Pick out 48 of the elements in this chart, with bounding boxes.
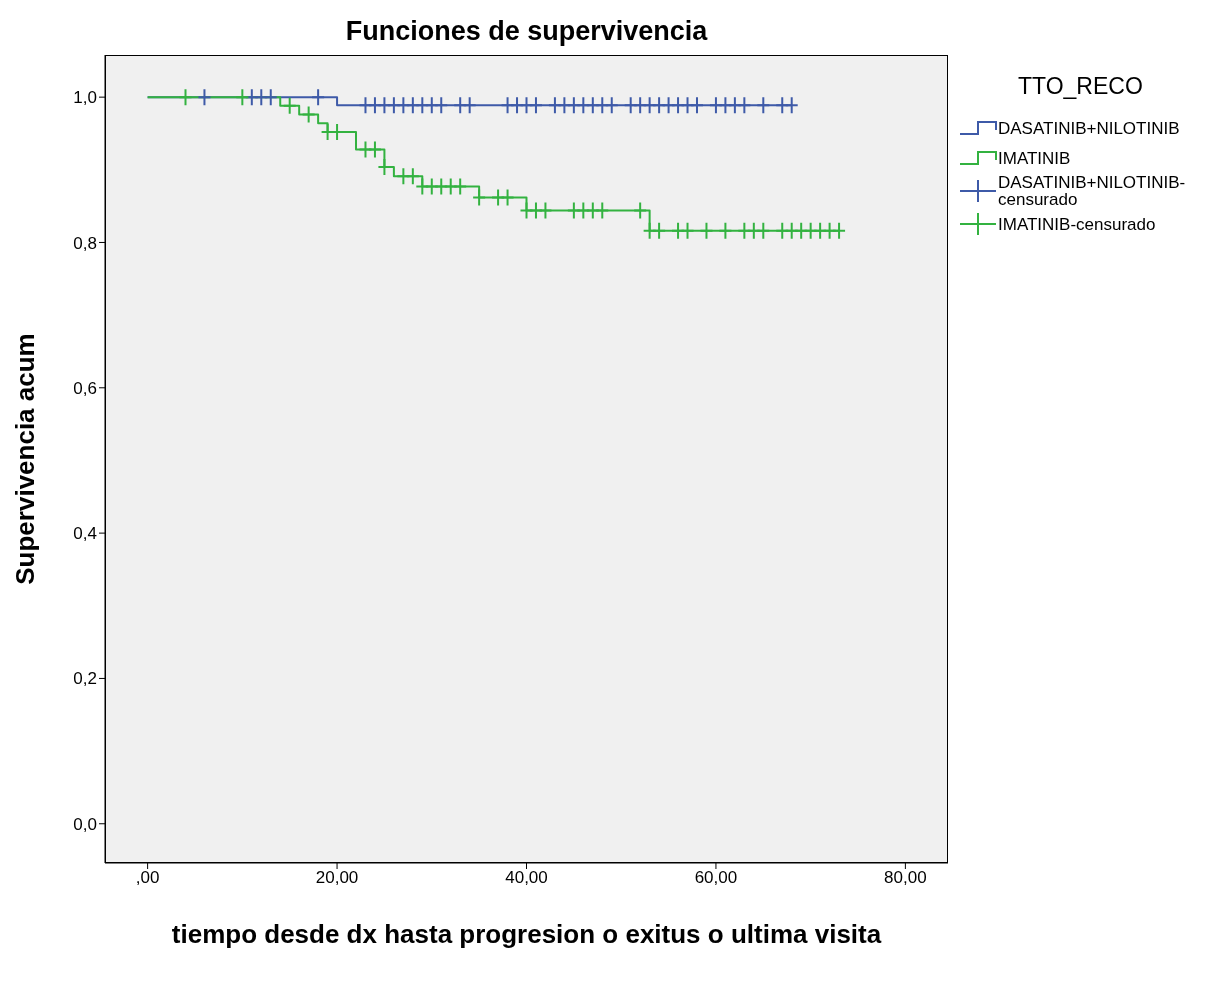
point xyxy=(737,96,752,115)
y-tick-label: 0,4 xyxy=(73,524,97,544)
x-axis-title: tiempo desde dx hasta progresion o exitus o ultima visita xyxy=(170,919,883,949)
point xyxy=(633,201,648,220)
x-tick-label: 20,00 xyxy=(315,868,359,888)
y-tick-label: 0,6 xyxy=(73,378,97,398)
point xyxy=(538,201,553,220)
point xyxy=(500,188,515,207)
point xyxy=(595,201,610,220)
point xyxy=(472,188,487,207)
legend-label: IMATINIB-censurado xyxy=(998,214,1156,234)
point xyxy=(405,167,420,186)
point xyxy=(178,88,193,107)
chart-title: Funciones de supervivencia xyxy=(344,16,709,47)
point xyxy=(680,221,695,240)
point xyxy=(434,96,449,115)
y-tick-label: 0,0 xyxy=(73,814,97,834)
legend-title: TTO_RECO xyxy=(1018,73,1144,100)
point xyxy=(832,221,847,240)
point xyxy=(652,221,667,240)
point xyxy=(197,88,212,107)
point xyxy=(235,88,250,107)
x-tick-label: 60,00 xyxy=(694,868,738,888)
legend-label: DASATINIB+NILOTINIB xyxy=(998,118,1180,138)
point xyxy=(756,96,771,115)
x-tick-label: 40,00 xyxy=(505,868,548,888)
point xyxy=(367,140,382,159)
y-axis-title: Supervivencia acum xyxy=(10,332,41,587)
legend-label: IMATINIB xyxy=(998,148,1071,168)
x-tick-label: ,00 xyxy=(135,868,160,888)
y-tick-label: 1,0 xyxy=(73,88,97,108)
point xyxy=(718,221,733,240)
y-tick-label: 0,2 xyxy=(73,669,97,689)
point xyxy=(462,96,477,115)
point xyxy=(689,96,704,115)
point xyxy=(453,177,468,196)
legend-label: DASATINIB+NILOTINIB-censurado xyxy=(998,173,1187,209)
point xyxy=(263,88,278,107)
y-tick-label: 0,8 xyxy=(73,233,97,253)
x-tick-label: 80,00 xyxy=(884,868,927,888)
point xyxy=(604,96,619,115)
point xyxy=(301,105,316,124)
point xyxy=(311,88,326,107)
point xyxy=(282,96,297,115)
point xyxy=(699,221,714,240)
point xyxy=(756,221,771,240)
point xyxy=(784,96,799,115)
point xyxy=(528,96,543,115)
